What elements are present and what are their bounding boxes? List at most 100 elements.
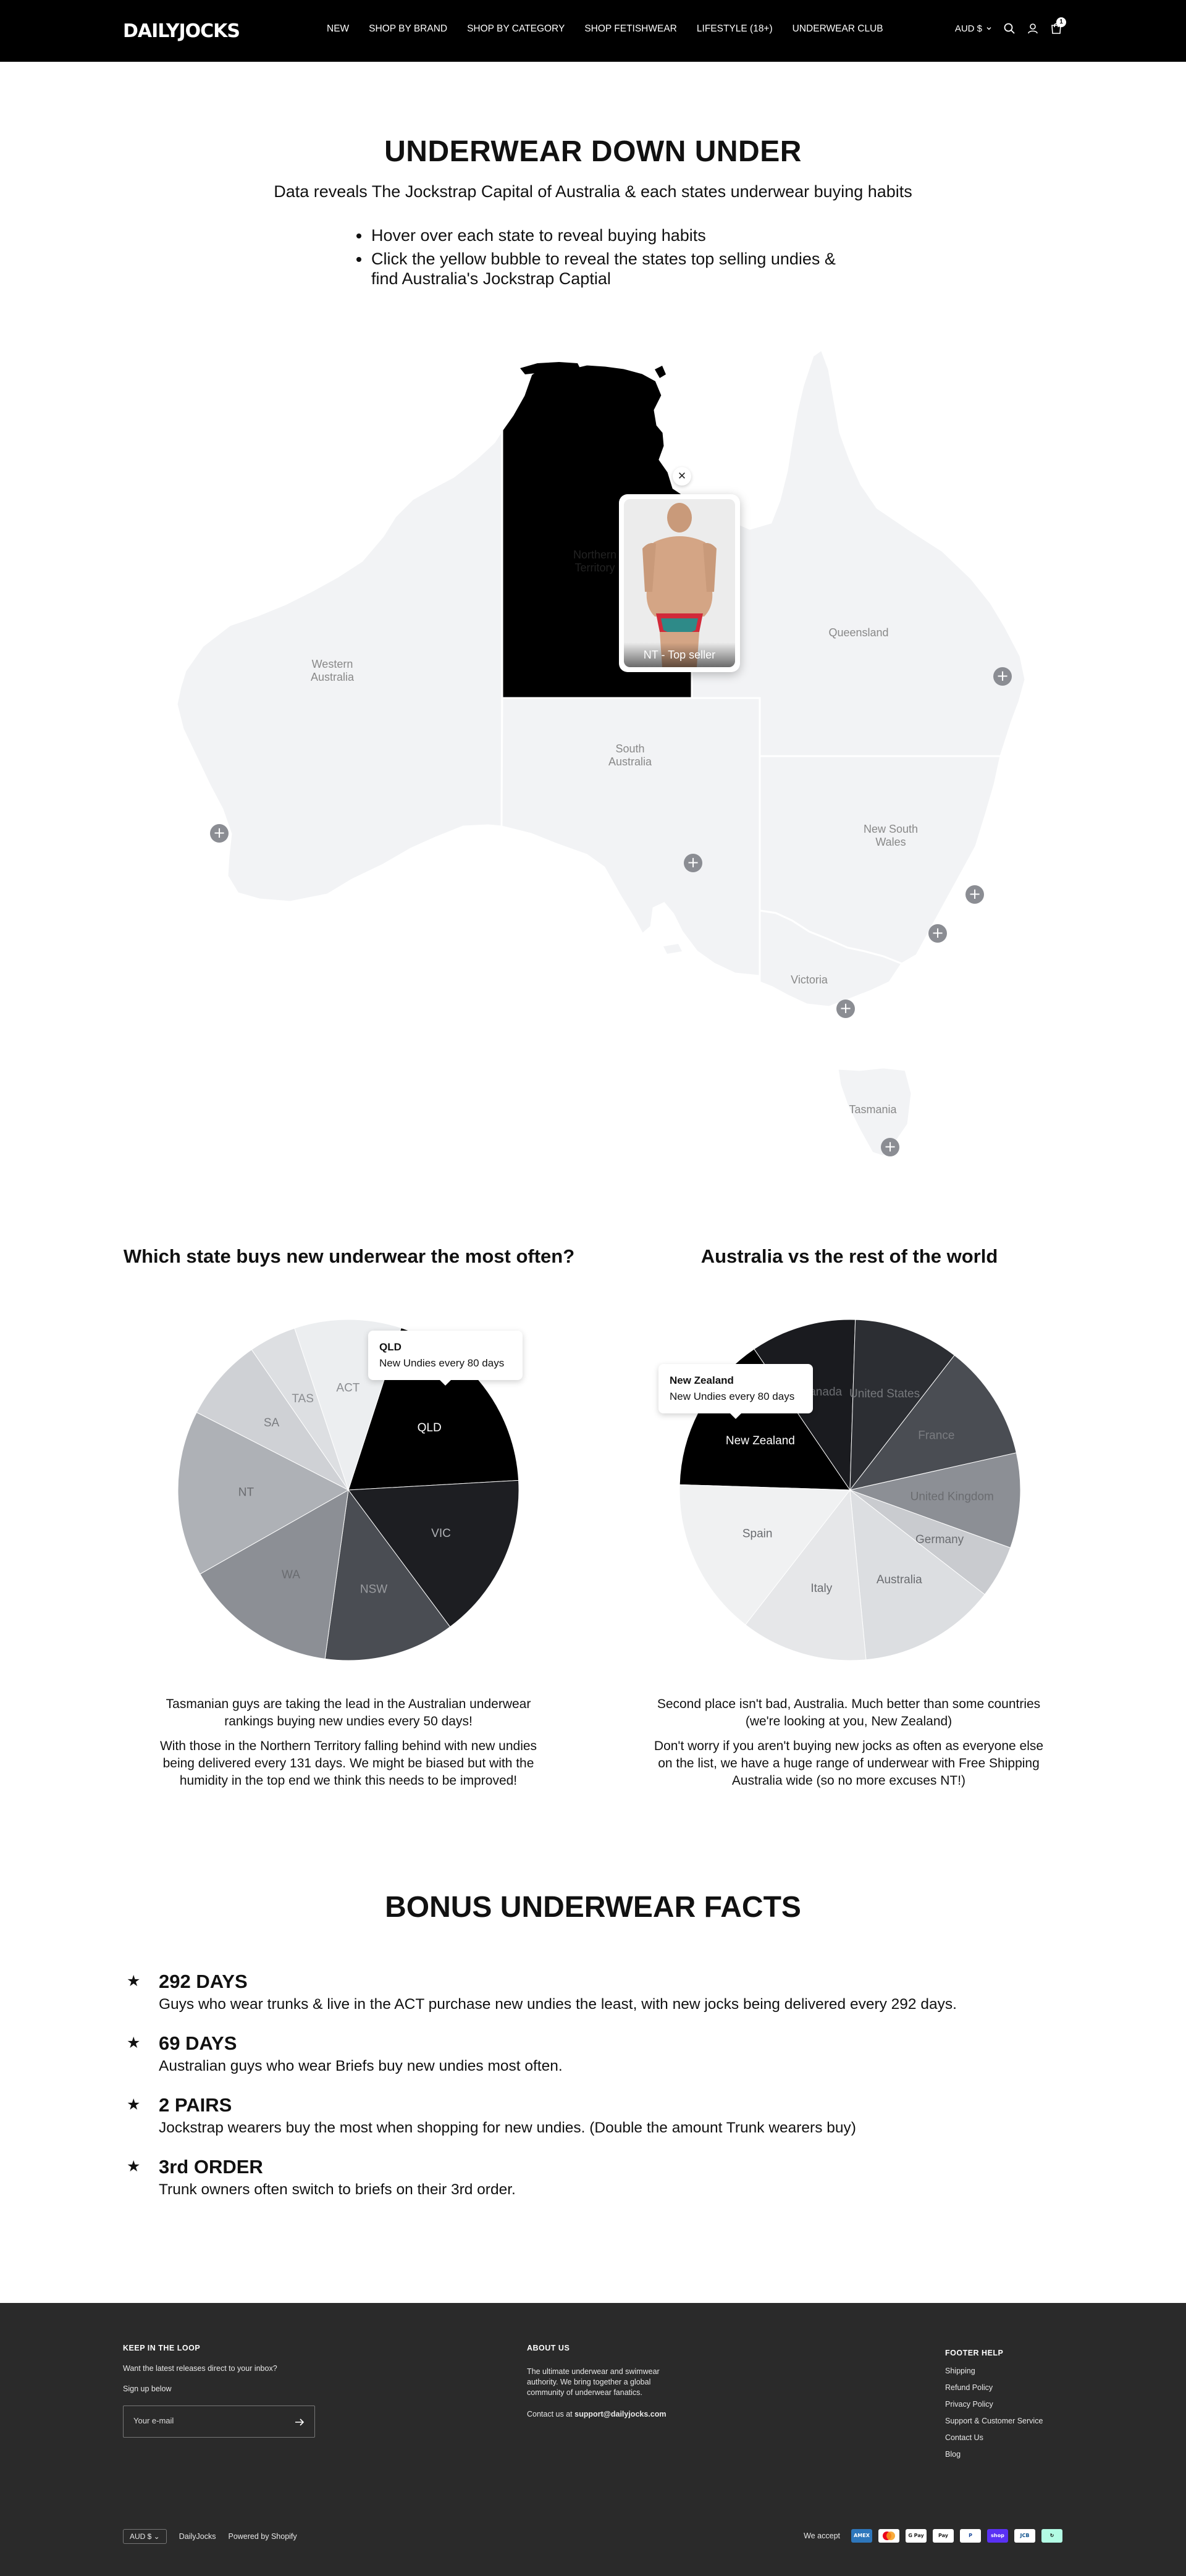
contact-line: Contact us at support@dailyjocks.com: [527, 2409, 666, 2420]
we-accept-label: We accept: [804, 2532, 840, 2540]
site-header: DAILYJOCKS NEW SHOP BY BRAND SHOP BY CAT…: [0, 0, 1186, 62]
left-pie-tooltip: QLD New Undies every 80 days: [368, 1331, 523, 1386]
contact-prefix: Contact us at: [527, 2410, 573, 2418]
close-icon: ✕: [677, 470, 687, 482]
footer-link-support[interactable]: Support & Customer Service: [945, 2417, 1043, 2425]
nav-item-lifestyle[interactable]: LIFESTYLE (18+): [696, 23, 773, 34]
right-tooltip-title: New Zealand: [670, 1374, 734, 1386]
map-label-nt-text: Northern Territory: [573, 549, 617, 574]
map-bubble-sa[interactable]: +: [684, 854, 702, 872]
top-seller-image[interactable]: [624, 499, 735, 667]
account-icon[interactable]: [1027, 22, 1039, 35]
fact-text: Guys who wear trunks & live in the ACT p…: [159, 1996, 957, 2013]
map-state-vic[interactable]: [759, 909, 904, 1008]
footer-currency-label: AUD $: [130, 2532, 152, 2541]
map-bubble-tas[interactable]: +: [881, 1138, 899, 1156]
map-label-wa-text: Western Australia: [310, 658, 355, 683]
cart-count-badge: 1: [1056, 17, 1066, 27]
currency-selector[interactable]: AUD $: [955, 23, 992, 34]
site-logo[interactable]: DAILYJOCKS: [123, 20, 240, 42]
newsletter-heading: KEEP IN THE LOOP: [123, 2344, 201, 2352]
contact-email-link[interactable]: support@dailyjocks.com: [574, 2410, 667, 2418]
newsletter-signup-text: Sign up below: [123, 2384, 172, 2393]
map-bubble-vic[interactable]: +: [836, 1000, 855, 1018]
right-pie-tooltip: New Zealand New Undies every 80 days: [658, 1364, 813, 1419]
pie-slice-australia[interactable]: [849, 1489, 985, 1661]
newsletter-email-field[interactable]: Your e-mail: [123, 2406, 315, 2438]
footer-link-blog[interactable]: Blog: [945, 2450, 961, 2459]
cart-button[interactable]: 1: [1050, 17, 1066, 35]
bonus-facts-title: BONUS UNDERWEAR FACTS: [385, 1891, 801, 1924]
nav-item-new[interactable]: NEW: [327, 23, 350, 34]
email-placeholder: Your e-mail: [133, 2416, 174, 2425]
pie-label-united-states: United States: [849, 1387, 920, 1400]
pie-slice-wa[interactable]: [200, 1489, 349, 1659]
pie-slice-nsw[interactable]: [324, 1489, 451, 1661]
fact-title: 2 PAIRS: [159, 2094, 232, 2116]
map-island-groote: [655, 366, 666, 378]
help-heading: FOOTER HELP: [945, 2349, 1004, 2357]
star-icon: ★: [127, 2034, 141, 2052]
amex-icon: AMEX: [851, 2529, 872, 2543]
fact-title: 69 DAYS: [159, 2032, 237, 2054]
map-state-qld[interactable]: [691, 348, 1027, 757]
left-chart-paragraph: Tasmanian guys are taking the lead in th…: [166, 1697, 531, 1728]
main-nav: NEW SHOP BY BRAND SHOP BY CATEGORY SHOP …: [327, 23, 883, 35]
afterpay-icon: ↻: [1041, 2529, 1062, 2543]
arrow-right-icon[interactable]: [293, 2416, 306, 2428]
map-label-vic-text: Victoria: [791, 974, 828, 986]
pie-slice-france[interactable]: [849, 1355, 1017, 1491]
help-links: Shipping Refund Policy Privacy Policy Su…: [945, 2367, 1043, 2467]
star-icon: ★: [127, 2096, 141, 2113]
footer-currency-selector[interactable]: AUD $ ⌄: [123, 2529, 167, 2544]
right-chart-heading: Australia vs the rest of the world: [700, 1245, 998, 1267]
map-state-sa[interactable]: [500, 697, 761, 977]
map-bubble-wa[interactable]: +: [210, 824, 229, 843]
pie-slice-united-kingdom[interactable]: [849, 1452, 1021, 1549]
map-label-tas-text: Tasmania: [849, 1103, 897, 1116]
newsletter-text: Want the latest releases direct to your …: [123, 2364, 277, 2373]
nav-item-shop-fetishwear[interactable]: SHOP FETISHWEAR: [584, 23, 677, 34]
pie-slice-vic[interactable]: [348, 1480, 519, 1628]
nav-item-shop-by-brand[interactable]: SHOP BY BRAND: [369, 23, 448, 34]
chevron-down-icon: [986, 27, 991, 30]
map-label-tas: Tasmania: [845, 1103, 901, 1116]
footer-brand[interactable]: DailyJocks: [179, 2532, 216, 2541]
fact-item: ★ 292 DAYS Guys who wear trunks & live i…: [127, 1969, 1090, 2015]
about-heading: ABOUT US: [527, 2344, 570, 2352]
map-bubble-act[interactable]: +: [928, 924, 947, 943]
fact-item: ★ 3rd ORDER Trunk owners often switch to…: [127, 2155, 1090, 2200]
australia-map: Western Australia Northern Territory Que…: [0, 334, 1186, 1174]
search-icon[interactable]: [1003, 22, 1016, 35]
header-actions: AUD $ 1: [955, 17, 1066, 35]
fact-item: ★ 2 PAIRS Jockstrap wearers buy the most…: [127, 2093, 1090, 2139]
map-label-qld-text: Queensland: [828, 626, 889, 639]
pie-slice-spain[interactable]: [679, 1484, 851, 1625]
right-chart-paragraph: Second place isn't bad, Australia. Much …: [657, 1697, 1041, 1728]
pie-slice-nt[interactable]: [177, 1412, 350, 1575]
page-subtitle: Data reveals The Jockstrap Capital of Au…: [274, 182, 912, 201]
footer-powered-by[interactable]: Powered by Shopify: [228, 2532, 297, 2541]
nav-item-underwear-club[interactable]: UNDERWEAR CLUB: [792, 23, 883, 34]
footer-link-shipping[interactable]: Shipping: [945, 2367, 975, 2375]
map-state-wa[interactable]: [175, 426, 503, 903]
nav-item-shop-by-category[interactable]: SHOP BY CATEGORY: [467, 23, 565, 34]
map-bubble-qld[interactable]: +: [993, 667, 1012, 686]
pie-slice-united-states[interactable]: [849, 1319, 955, 1491]
pie-slice-italy[interactable]: [745, 1489, 867, 1661]
pie-label-vic: VIC: [431, 1527, 451, 1540]
popup-close-button[interactable]: ✕: [673, 467, 691, 486]
map-bubble-nsw[interactable]: +: [965, 885, 984, 904]
fact-title: 292 DAYS: [159, 1971, 248, 1992]
pie-label-australia: Australia: [877, 1573, 922, 1586]
footer-link-refund-policy[interactable]: Refund Policy: [945, 2383, 993, 2392]
footer-link-privacy-policy[interactable]: Privacy Policy: [945, 2400, 993, 2409]
map-label-wa: Western Australia: [295, 658, 369, 684]
right-pie-chart: New Zealand Canada United States France Unit…: [658, 1297, 1041, 1668]
top-seller-caption: NT - Top seller: [624, 642, 735, 667]
pie-label-nsw: NSW: [360, 1583, 387, 1596]
pie-slice-sa[interactable]: [196, 1349, 349, 1491]
footer-link-contact[interactable]: Contact Us: [945, 2433, 983, 2442]
pie-label-france: France: [918, 1429, 954, 1442]
